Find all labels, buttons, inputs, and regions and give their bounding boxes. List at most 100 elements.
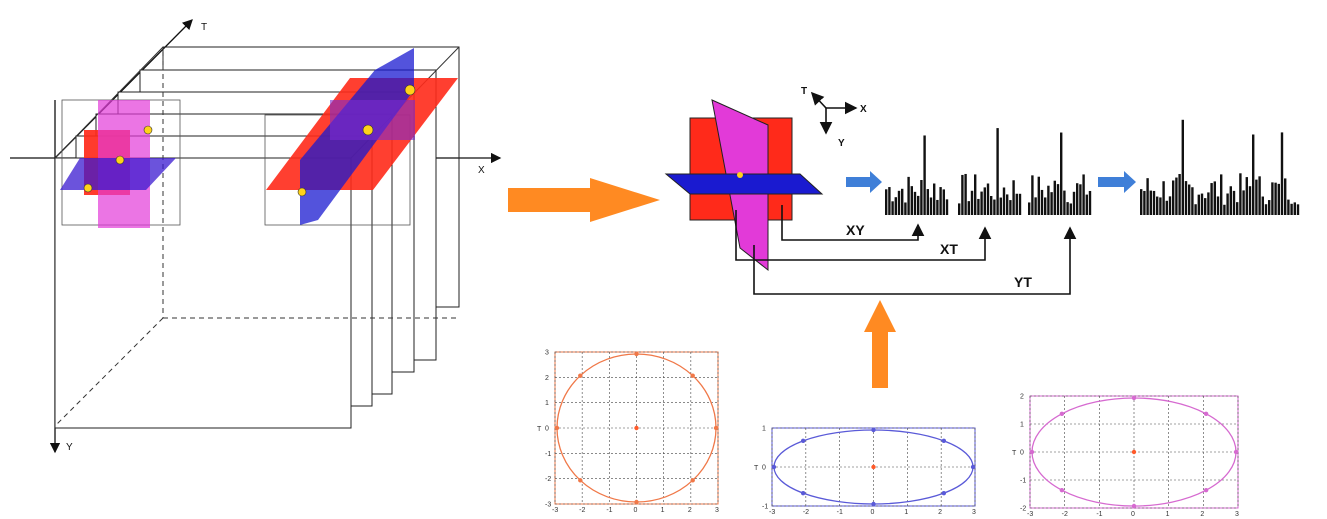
y-tick-label: 1 bbox=[762, 426, 766, 433]
histogram-bar bbox=[1188, 184, 1191, 215]
plane-xt-purple-right bbox=[330, 100, 415, 140]
histogram-bar bbox=[1236, 202, 1239, 215]
sample-point bbox=[634, 499, 639, 505]
histogram-bar bbox=[1050, 192, 1053, 215]
sample-point bbox=[1131, 395, 1137, 401]
histogram-bar bbox=[1015, 193, 1018, 215]
histogram-bar bbox=[1181, 119, 1184, 215]
histogram-bar bbox=[983, 187, 986, 215]
histogram-bar bbox=[961, 174, 964, 215]
sample-point bbox=[690, 373, 695, 378]
histogram-bar bbox=[1159, 197, 1162, 215]
histogram-bar bbox=[958, 203, 961, 215]
video-volume-3d: T X Y bbox=[10, 19, 502, 454]
hidden-edges bbox=[54, 47, 459, 427]
histogram-bar bbox=[1002, 187, 1006, 215]
x-tick-label: -1 bbox=[606, 507, 612, 514]
sample-point bbox=[1203, 487, 1209, 493]
sample-point bbox=[941, 490, 947, 496]
sample-point bbox=[713, 425, 719, 431]
histogram-bar bbox=[1060, 132, 1063, 215]
x-tick-label: 3 bbox=[715, 507, 719, 514]
x-tick-label: -2 bbox=[803, 509, 809, 516]
sample-point bbox=[1131, 503, 1137, 509]
x-tick-label: 2 bbox=[1200, 511, 1204, 518]
histogram-bar bbox=[1028, 202, 1031, 215]
mini-axes: T X Y bbox=[801, 86, 867, 149]
y-tick-label: 3 bbox=[545, 350, 549, 357]
y-tick-label: 0 bbox=[1020, 450, 1024, 457]
histogram-bar bbox=[907, 176, 910, 215]
sample-point bbox=[800, 438, 806, 444]
sample-point bbox=[1059, 487, 1065, 493]
histogram-bar bbox=[901, 188, 904, 215]
t-axis-label: T bbox=[201, 22, 207, 33]
histogram-bar bbox=[1284, 178, 1287, 215]
histogram-bar bbox=[913, 191, 917, 215]
y-tick-label: -3 bbox=[545, 502, 551, 509]
histogram-bar bbox=[923, 135, 926, 215]
histogram-bar bbox=[1146, 178, 1149, 215]
label-yt: YT bbox=[1014, 274, 1032, 290]
histogram-bar bbox=[1197, 194, 1200, 215]
y-tick-label: -1 bbox=[545, 451, 551, 458]
y-axis-label: T bbox=[754, 465, 759, 472]
histogram-bar bbox=[910, 186, 913, 215]
histogram-bar bbox=[970, 190, 974, 215]
histogram-bar bbox=[967, 201, 970, 215]
histogram-bar bbox=[1245, 177, 1248, 215]
histogram-bar bbox=[1009, 200, 1012, 215]
histogram-bar bbox=[945, 199, 949, 215]
ellipse-plot: -3 -2 -1 0 1 2 3 3 2 1 0 -1 -2 -3 T bbox=[537, 350, 719, 515]
histogram-bar bbox=[1079, 184, 1082, 215]
x-tick-label: -3 bbox=[769, 509, 775, 516]
histogram-bar bbox=[964, 173, 967, 215]
histogram-bar bbox=[1264, 204, 1268, 215]
x-tick-label: -2 bbox=[1062, 511, 1068, 518]
x-tick-label: 0 bbox=[1131, 511, 1135, 518]
x-tick-label: -2 bbox=[579, 507, 585, 514]
histogram-bar bbox=[1216, 196, 1220, 215]
histogram-bar bbox=[1248, 186, 1252, 215]
mini-axis-t: T bbox=[801, 86, 807, 97]
sample-point bbox=[690, 478, 695, 483]
histogram-bar bbox=[1162, 181, 1165, 215]
histogram-bar bbox=[1069, 203, 1072, 215]
center-point bbox=[1131, 449, 1137, 455]
histogram-bar bbox=[990, 196, 993, 215]
histogram-bar bbox=[1223, 204, 1226, 215]
x-tick-label: 2 bbox=[938, 509, 942, 516]
histogram-bar bbox=[1172, 180, 1175, 215]
histogram-bar bbox=[986, 183, 990, 215]
local-cube-left bbox=[60, 99, 181, 228]
sample-point bbox=[1059, 411, 1065, 417]
histogram-bar bbox=[1296, 204, 1300, 215]
histogram-bar bbox=[894, 197, 897, 215]
sample-point bbox=[554, 425, 560, 431]
y-tick-label: 1 bbox=[1020, 422, 1024, 429]
y-axis-label: Y bbox=[66, 442, 73, 453]
plane-connectors bbox=[735, 205, 1077, 295]
histogram-bar bbox=[1232, 190, 1236, 215]
sample-point bbox=[1203, 411, 1209, 417]
histogram-bar bbox=[1287, 199, 1290, 215]
sample-point bbox=[970, 464, 976, 470]
y-axis-label: T bbox=[1012, 450, 1017, 457]
x-tick-label: -1 bbox=[1096, 511, 1102, 518]
histogram-bar bbox=[1088, 190, 1092, 215]
x-tick-label: -3 bbox=[552, 507, 558, 514]
histogram-bar bbox=[1184, 181, 1188, 215]
ellipse-plot: -3 -2 -1 0 1 2 3 1 0 -1 T bbox=[754, 426, 976, 517]
histogram bbox=[1140, 119, 1300, 215]
histogram-bar bbox=[1213, 181, 1216, 215]
x-tick-label: 3 bbox=[972, 509, 976, 516]
histogram-bar bbox=[1252, 134, 1255, 215]
histogram-bar bbox=[1047, 185, 1050, 215]
histogram-bar bbox=[1293, 202, 1296, 215]
big-orange-arrow-right bbox=[508, 178, 660, 222]
three-orthogonal-planes bbox=[664, 99, 824, 272]
sample-point bbox=[871, 501, 876, 507]
histogram-bar bbox=[1072, 191, 1076, 215]
histogram-bar bbox=[1053, 180, 1056, 215]
